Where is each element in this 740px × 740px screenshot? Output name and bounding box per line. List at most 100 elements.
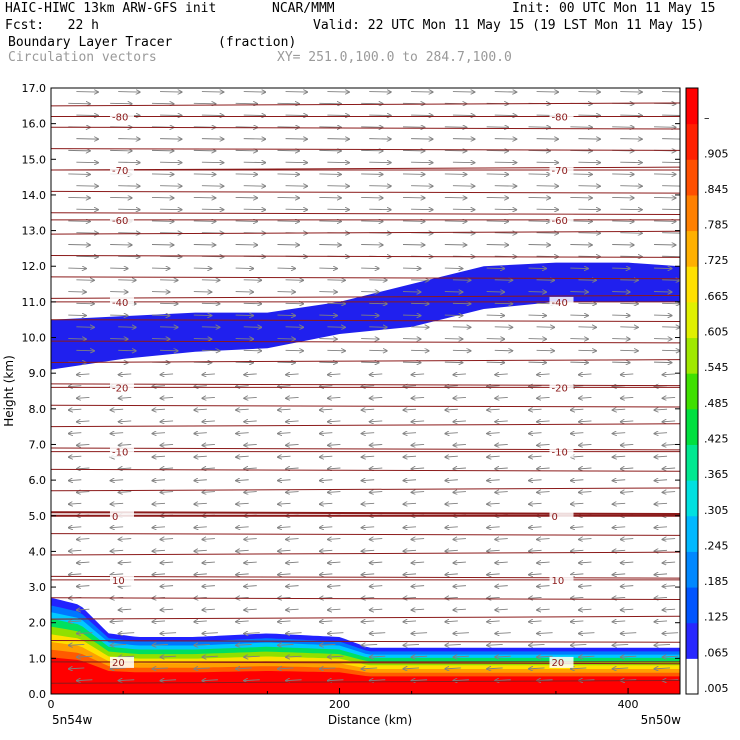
circulation-vector [285, 162, 308, 163]
circulation-vector [286, 633, 302, 634]
circulation-vector [369, 421, 383, 422]
circulation-vector [612, 221, 634, 222]
circulation-vector [286, 492, 299, 493]
contour-label-bg [549, 656, 574, 668]
colorbar-label: .125 [704, 611, 729, 624]
circulation-vector [612, 409, 626, 410]
circulation-vector [620, 303, 638, 304]
circulation-vector [495, 680, 511, 681]
circulation-vector [244, 444, 257, 445]
circulation-vector [361, 480, 375, 481]
circulation-vector [243, 92, 266, 93]
circulation-vector [160, 421, 174, 422]
circulation-vector [654, 644, 671, 645]
circulation-vector [369, 209, 391, 210]
circulation-vector [244, 492, 257, 493]
circulation-vector [495, 609, 508, 610]
circulation-vector [327, 539, 341, 540]
xy-range: XY= 251.0,100.0 to 284.7,100.0 [277, 50, 512, 65]
circulation-vector [110, 292, 128, 293]
circulation-vector [612, 433, 626, 434]
circulation-vector [402, 315, 421, 316]
contour-label: -20 [552, 383, 568, 394]
circulation-vector [528, 127, 551, 128]
circulation-vector [319, 244, 341, 245]
circulation-vector [193, 315, 212, 316]
circulation-vector [444, 174, 467, 175]
circulation-vector [654, 503, 668, 504]
circulation-vector [194, 621, 207, 622]
circulation-vector [537, 374, 550, 375]
circulation-vector [529, 644, 545, 645]
circulation-vector [286, 562, 299, 563]
circulation-vector [444, 292, 463, 293]
x-tick-label: 0 [48, 698, 55, 711]
circulation-vector [612, 268, 630, 269]
circulation-vector [118, 397, 132, 398]
circulation-vector [536, 139, 559, 140]
circulation-vector [654, 197, 676, 198]
circulation-vector [612, 480, 626, 481]
circulation-vector [277, 550, 291, 551]
circulation-vector [486, 362, 505, 363]
circulation-vector [536, 233, 559, 234]
circulation-vector [486, 339, 505, 340]
contour-label: 0 [552, 512, 558, 523]
circulation-vector [277, 621, 291, 622]
circulation-vector [110, 197, 132, 198]
circulation-vector [118, 162, 140, 163]
circulation-vector [495, 586, 508, 587]
circulation-vector [536, 186, 559, 187]
circulation-vector [236, 668, 252, 669]
circulation-vector [152, 480, 166, 481]
circulation-vector [194, 527, 207, 528]
circulation-vector [452, 327, 471, 328]
circulation-vector [529, 597, 542, 598]
circulation-vector [76, 139, 98, 140]
temperature-contour [51, 404, 680, 408]
circulation-vector [286, 680, 302, 681]
circulation-vector [319, 362, 337, 363]
circulation-vector [403, 574, 417, 575]
circulation-vector [286, 539, 299, 540]
temperature-contour [51, 679, 680, 684]
colorbar-label: .485 [704, 397, 729, 410]
circulation-vector [277, 268, 295, 269]
circulation-vector [662, 92, 680, 93]
colorbar-swatch [686, 622, 698, 659]
circulation-vector [76, 233, 98, 234]
circulation-vector [612, 527, 626, 528]
circulation-vector [528, 244, 551, 245]
circulation-vector [495, 444, 508, 445]
circulation-vector [235, 127, 258, 128]
colorbar-swatch [686, 658, 698, 695]
circulation-vector [612, 550, 626, 551]
circulation-vector [118, 444, 132, 445]
circulation-vector [402, 174, 425, 175]
circulation-vector [361, 315, 379, 316]
circulation-vector [453, 468, 466, 469]
circulation-vector [160, 633, 177, 634]
circulation-vector [286, 656, 302, 657]
circulation-vector [662, 374, 676, 375]
circulation-vector [193, 103, 216, 104]
circulation-vector [570, 197, 592, 198]
circulation-vector [369, 492, 383, 493]
circulation-vector [194, 550, 207, 551]
circulation-vector [160, 609, 174, 610]
colorbar-swatch [686, 480, 698, 517]
circulation-vector [494, 186, 517, 187]
circulation-vector [570, 339, 588, 340]
circulation-vector [654, 433, 668, 434]
circulation-vector [528, 197, 551, 198]
circulation-vector [76, 680, 93, 681]
circulation-vector [286, 397, 299, 398]
circulation-vector [452, 115, 475, 116]
circulation-vector [193, 197, 216, 198]
circulation-vector [529, 480, 542, 481]
circulation-vector [402, 339, 421, 340]
circulation-vector [285, 350, 304, 351]
circulation-vector [201, 92, 224, 93]
circulation-vector [327, 280, 345, 281]
circulation-vector [654, 174, 676, 175]
